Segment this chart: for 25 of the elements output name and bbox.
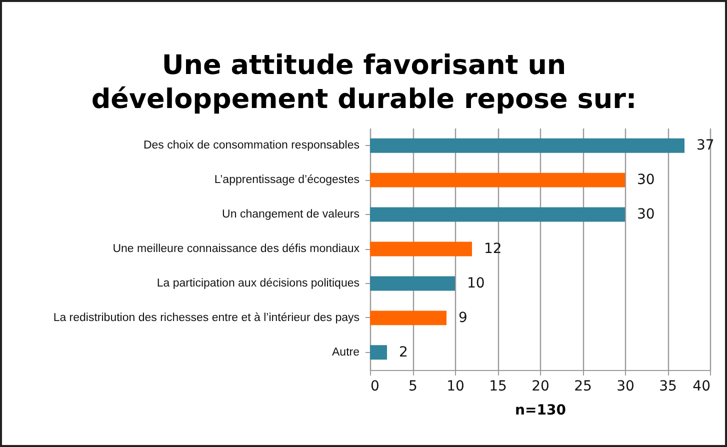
y-tick-label: La redistribution des richesses entre et à l’intérieur des pays	[53, 312, 360, 324]
x-tick-label: 25	[574, 378, 592, 394]
data-label: 37	[696, 138, 714, 154]
data-label: 9	[458, 310, 468, 326]
x-tick-label: 40	[692, 378, 710, 394]
y-tick-label: Autre	[332, 346, 360, 358]
y-tick-label: Une meilleure connaissance des défis mondiaux	[112, 243, 360, 255]
y-tick-label: Un changement de valeurs	[222, 208, 360, 221]
y-tick-label: L’apprentissage d’écogestes	[214, 174, 360, 186]
x-tick-label: 5	[408, 378, 418, 394]
y-tick-label: Des choix de consommation responsables	[143, 140, 360, 152]
x-tick-label: 20	[532, 378, 550, 394]
data-label: 30	[637, 206, 655, 223]
x-tick-label: 15	[489, 378, 507, 394]
data-label: 12	[484, 241, 502, 257]
x-tick-label: 10	[446, 378, 464, 394]
data-label: 10	[467, 275, 485, 292]
x-tick-label: 35	[659, 378, 677, 394]
x-axis-title: n=130	[515, 402, 566, 418]
data-label: 2	[399, 344, 408, 360]
x-tick-label: 0	[370, 378, 380, 394]
y-tick-label: La participation aux décisions politiques	[156, 277, 360, 290]
data-label: 30	[637, 172, 655, 188]
chart-title: Une attitude favorisant un développement durable repose sur:	[91, 50, 637, 115]
x-tick-label: 30	[616, 378, 634, 394]
